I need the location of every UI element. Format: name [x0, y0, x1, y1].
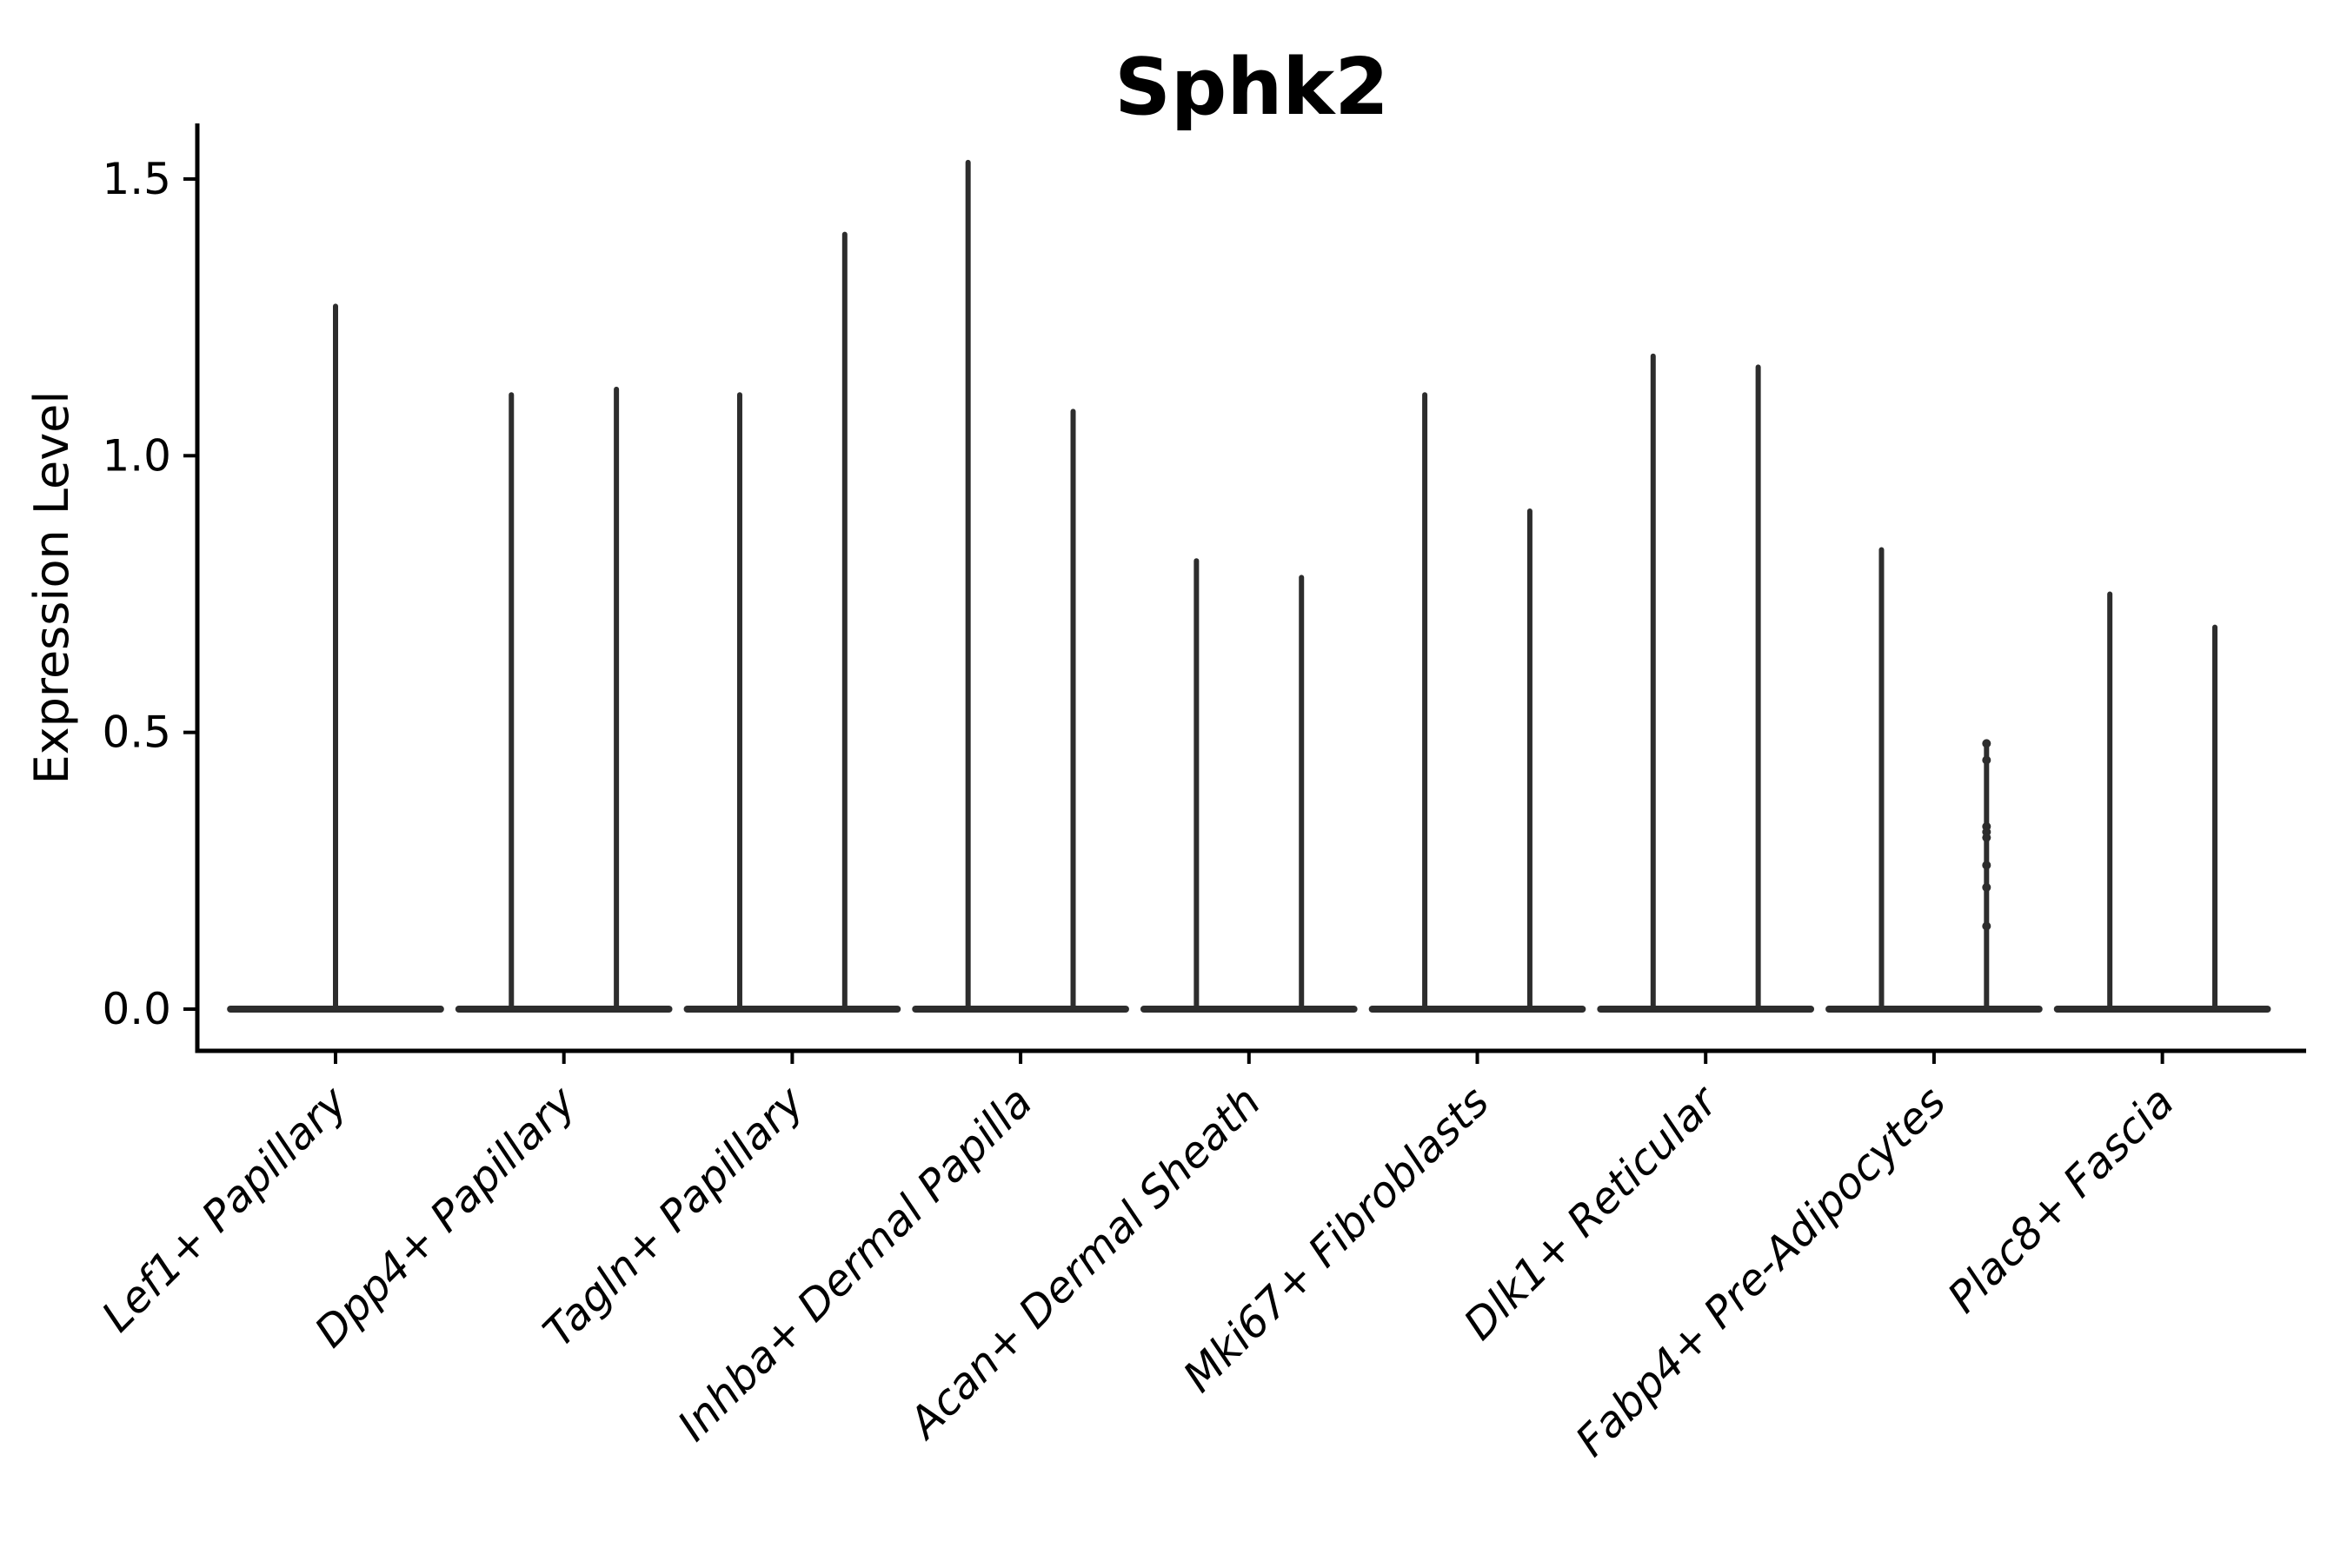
violin — [683, 231, 901, 1013]
jitter-point — [1982, 860, 1991, 870]
y-tick-label: 1.5 — [102, 154, 171, 204]
jitter-point — [1982, 882, 1991, 892]
violin — [2053, 591, 2271, 1013]
violin — [1140, 558, 1358, 1013]
x-tick-label: Fabp4+ Pre-Adipocytes — [1566, 1077, 1956, 1466]
chart-title: Sphk2 — [1114, 42, 1389, 133]
violin — [1597, 353, 1815, 1013]
violin — [912, 159, 1129, 1013]
violin-layer — [227, 159, 2271, 1013]
jitter-point — [1982, 739, 1991, 748]
violin — [455, 386, 673, 1013]
jitter-point — [1982, 833, 1991, 842]
violin — [227, 303, 444, 1013]
y-tick-label: 0.0 — [102, 984, 171, 1034]
violin — [1368, 392, 1586, 1013]
y-tick-label: 1.0 — [102, 430, 171, 481]
y-tick-label: 0.5 — [102, 708, 171, 758]
jitter-point — [1982, 921, 1991, 931]
y-axis-title: Expression Level — [24, 391, 79, 785]
jitter-point — [1982, 755, 1991, 765]
violin — [1825, 547, 2043, 1013]
x-tick-label: Lef1+ Papillary — [92, 1076, 357, 1341]
x-tick-label: Dlk1+ Reticular — [1454, 1075, 1728, 1349]
x-tick-label: Plac8+ Fascia — [1938, 1077, 2184, 1322]
